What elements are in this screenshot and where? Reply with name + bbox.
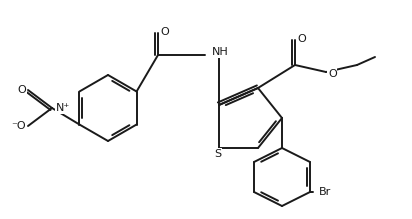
Text: O: O bbox=[328, 69, 337, 79]
Text: O: O bbox=[297, 34, 306, 44]
Text: O: O bbox=[17, 85, 26, 95]
Text: N⁺: N⁺ bbox=[56, 103, 70, 113]
Text: Br: Br bbox=[319, 187, 331, 197]
Text: NH: NH bbox=[212, 47, 229, 57]
Text: S: S bbox=[214, 149, 222, 159]
Text: ⁻O: ⁻O bbox=[12, 121, 26, 131]
Text: O: O bbox=[160, 27, 169, 37]
